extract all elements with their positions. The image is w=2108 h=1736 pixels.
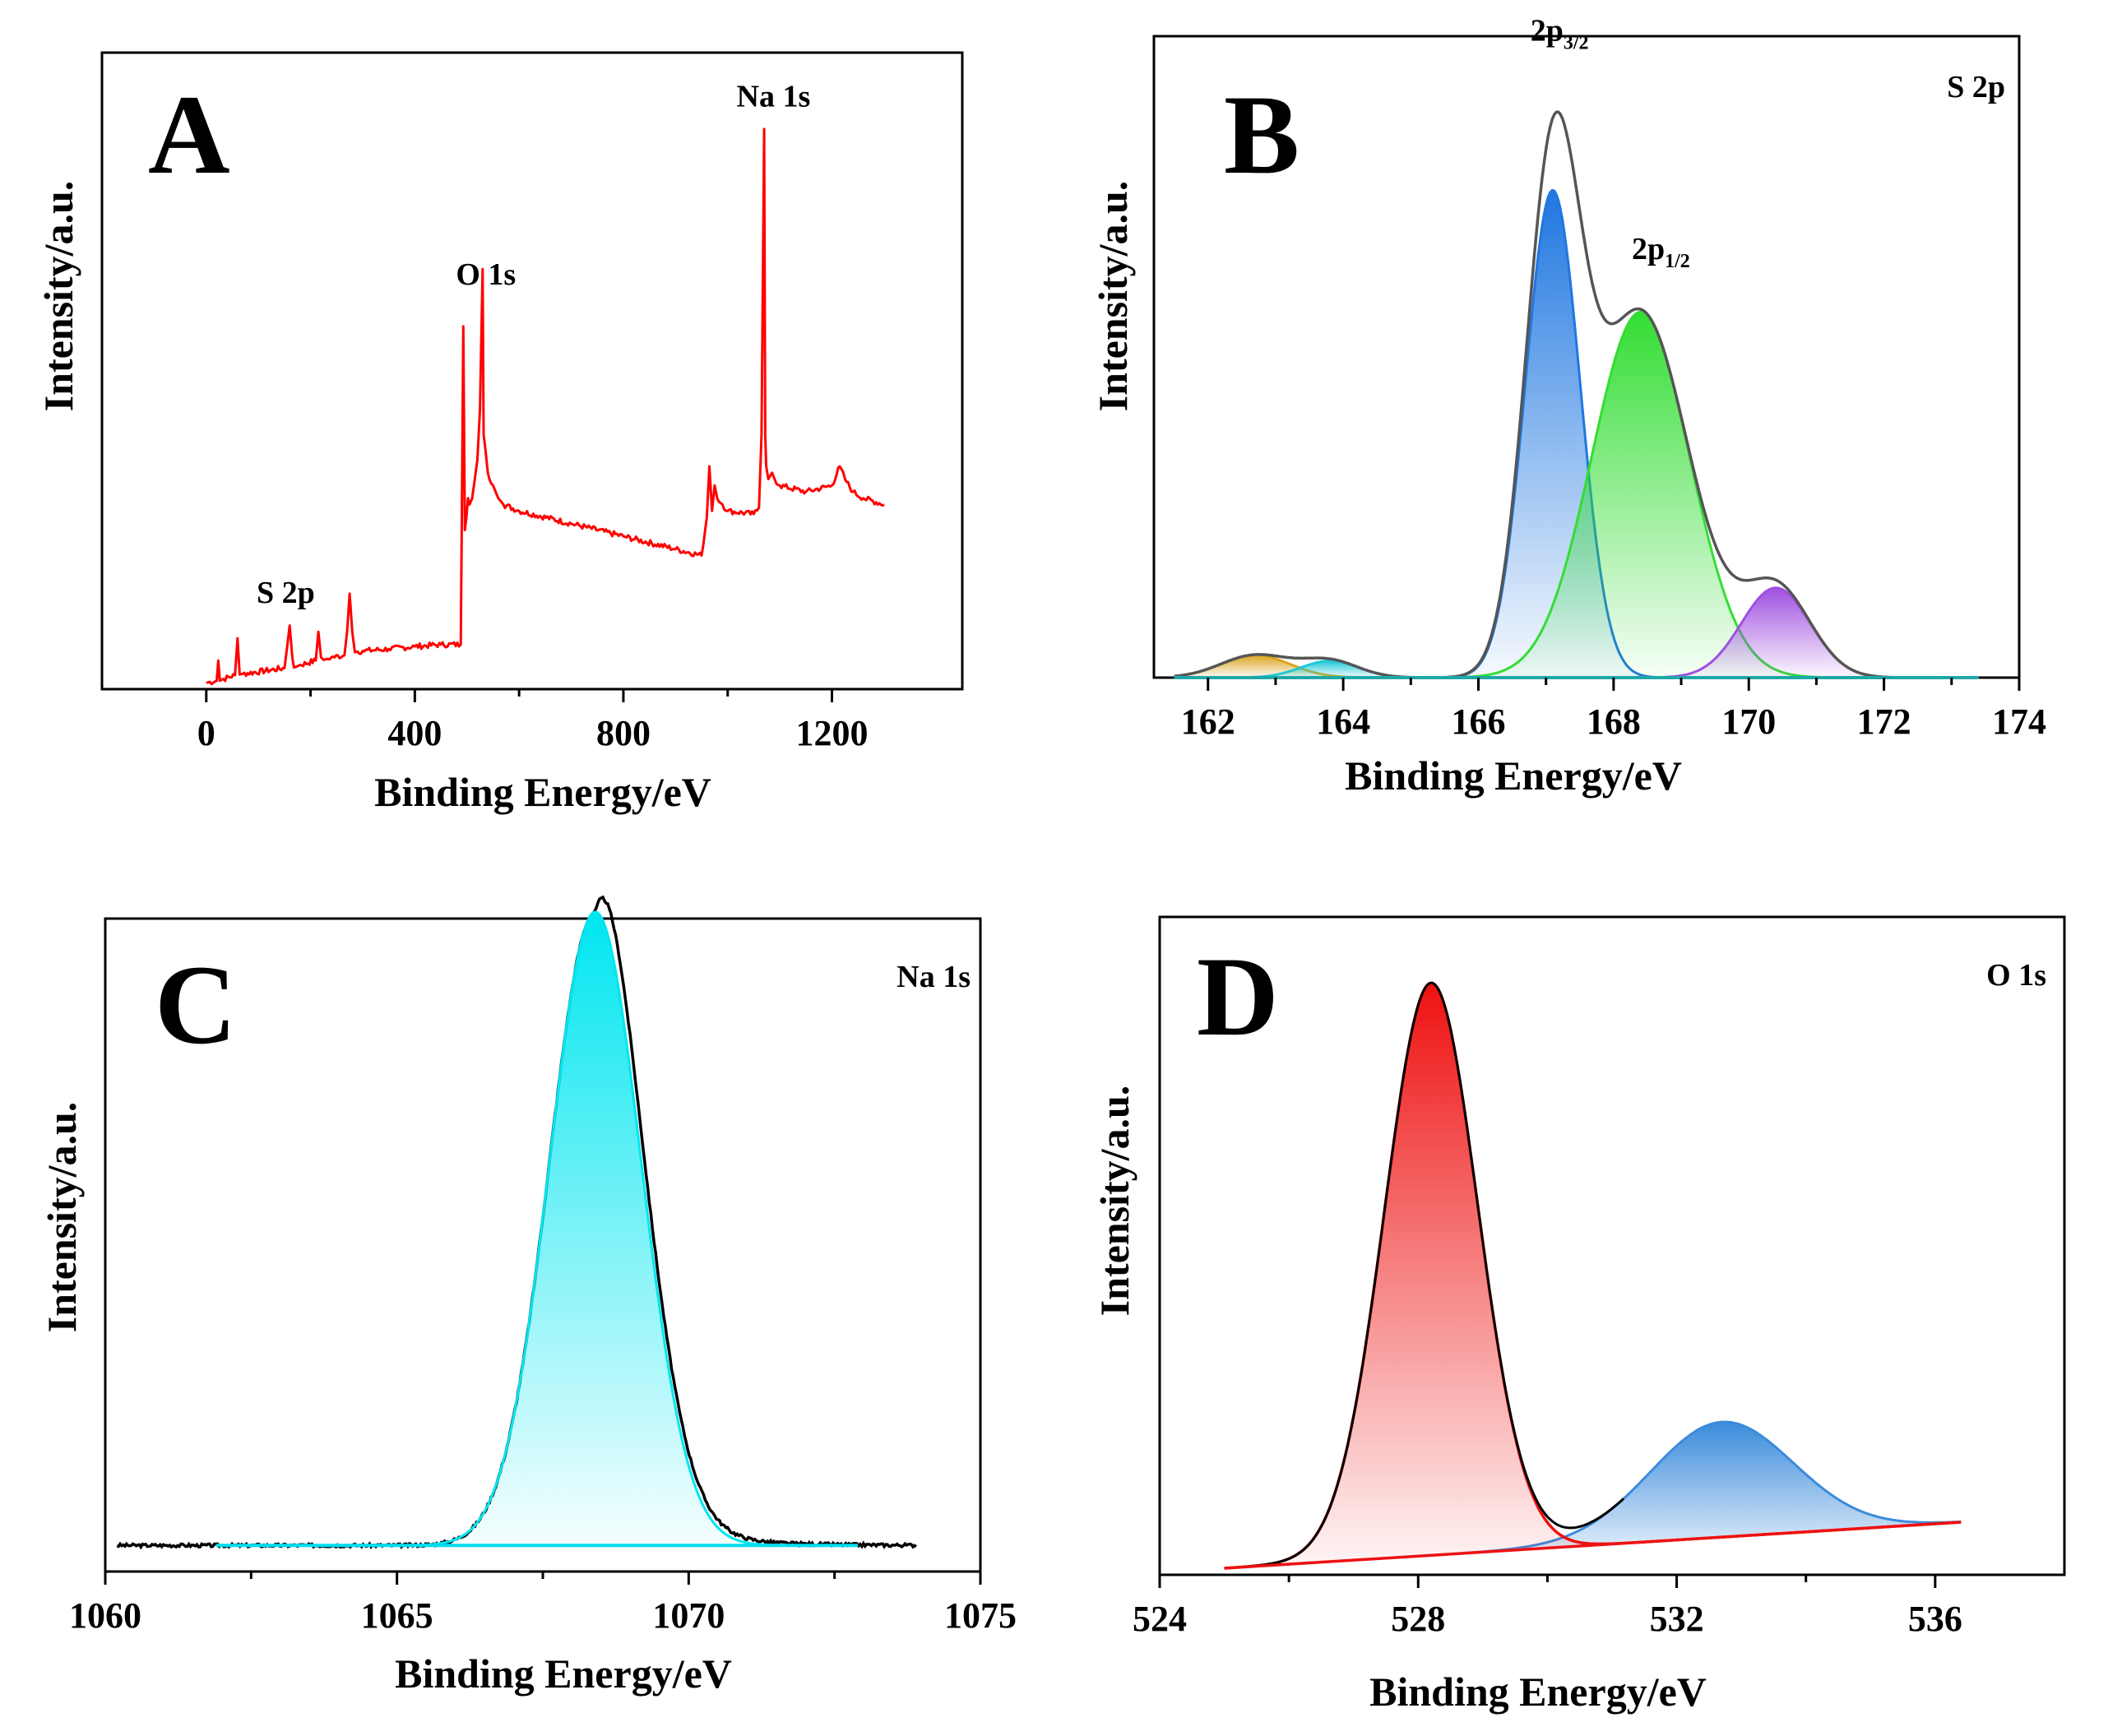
envelope-line — [1174, 110, 1979, 679]
annotation-s-2p: S 2p — [257, 576, 315, 610]
panel-b-plot-area — [1174, 110, 1979, 679]
x-tick-label: 1070 — [652, 1595, 725, 1636]
panel-b: 162 164 166 168 170 172 174 B S 2p 2p3/2 2p1/2… — [1090, 14, 2046, 799]
x-tick-label: 400 — [387, 713, 442, 753]
panel-c-x-axis-title: Binding Energy/eV — [395, 1650, 732, 1697]
annotation-na-1s: Na 1s — [737, 79, 811, 113]
x-tick-label: 800 — [596, 713, 651, 753]
panel-d-x-axis-title: Binding Energy/eV — [1369, 1669, 1707, 1715]
panel-c-plot-area — [116, 895, 917, 1550]
panel-b-y-axis-title: Intensity/a.u. — [1090, 181, 1136, 412]
x-tick-label: 536 — [1908, 1599, 1962, 1639]
fit-component-area — [1174, 655, 1979, 678]
panel-a: 0 400 800 1200 A S 2p O 1s Na 1s Binding En… — [35, 51, 964, 815]
panel-d-x-ticks: 524 528 532 536 — [1133, 1575, 1962, 1639]
x-tick-label: 524 — [1133, 1599, 1187, 1639]
panel-a-x-axis-title: Binding Energy/eV — [374, 769, 711, 815]
panel-b-title: S 2p — [1947, 70, 2005, 104]
panel-letter-b: B — [1224, 72, 1300, 197]
fit-component-area — [215, 912, 858, 1546]
annotation-o-1s: O 1s — [456, 257, 516, 292]
x-tick-label: 170 — [1721, 701, 1776, 742]
panel-d-plot-area — [1224, 981, 1962, 1570]
panel-b-x-axis-title: Binding Energy/eV — [1345, 752, 1682, 799]
panel-letter-c: C — [155, 942, 237, 1067]
envelope-line — [1224, 981, 1625, 1570]
x-tick-label: 164 — [1316, 701, 1370, 742]
x-tick-label: 1060 — [69, 1595, 141, 1636]
panel-d-title: O 1s — [1986, 958, 2046, 993]
x-tick-label: 1075 — [944, 1595, 1017, 1636]
panel-a-x-ticks: 0 400 800 1200 — [197, 689, 869, 753]
survey-spectrum-line — [206, 127, 885, 686]
panel-c-title: Na 1s — [896, 960, 971, 994]
annotation-2p3-2-sub: 3/2 — [1564, 33, 1589, 54]
panel-a-y-axis-title: Intensity/a.u. — [35, 181, 81, 412]
x-tick-label: 172 — [1857, 701, 1911, 742]
x-tick-label: 162 — [1181, 701, 1235, 742]
fit-component-line — [1224, 981, 1962, 1570]
panel-d-y-axis-title: Intensity/a.u. — [1091, 1086, 1137, 1317]
fit-component-area — [1224, 983, 1962, 1568]
annotation-2p1-2: 2p1/2 — [1632, 232, 1690, 272]
x-tick-label: 166 — [1452, 701, 1506, 742]
fit-component-area — [1174, 312, 1979, 678]
x-tick-label: 1200 — [796, 713, 869, 753]
fit-component-area — [1224, 1422, 1962, 1568]
panel-d: 524 528 532 536 D O 1s Binding Energy/eV In… — [1091, 915, 2066, 1715]
panel-a-frame — [100, 51, 964, 691]
annotation-2p3-2: 2p3/2 — [1531, 14, 1589, 54]
panel-c-y-axis-title: Intensity/a.u. — [39, 1102, 85, 1333]
baseline-line — [1224, 1521, 1962, 1570]
panel-letter-a: A — [148, 72, 230, 197]
panel-a-plot-area — [206, 127, 885, 686]
panel-b-x-ticks: 162 164 166 168 170 172 174 — [1181, 678, 2046, 742]
x-tick-label: 532 — [1650, 1599, 1704, 1639]
fit-component-area — [1174, 587, 1979, 678]
panel-d-frame — [1158, 915, 2066, 1576]
panel-c-x-ticks: 1060 1065 1070 1075 — [69, 1572, 1017, 1636]
x-tick-label: 1065 — [361, 1595, 433, 1636]
x-tick-label: 528 — [1391, 1599, 1445, 1639]
x-tick-label: 168 — [1587, 701, 1641, 742]
annotation-2p1-2-main: 2p — [1632, 232, 1665, 266]
x-tick-label: 0 — [197, 713, 215, 753]
annotation-2p3-2-main: 2p — [1531, 14, 1564, 49]
panel-letter-d: D — [1197, 933, 1279, 1059]
panel-c: 1060 1065 1070 1075 C Na 1s Binding Energy/… — [39, 895, 1017, 1697]
annotation-2p1-2-sub: 1/2 — [1665, 251, 1690, 272]
x-tick-label: 174 — [1992, 701, 2046, 742]
fit-component-area — [1174, 190, 1979, 678]
